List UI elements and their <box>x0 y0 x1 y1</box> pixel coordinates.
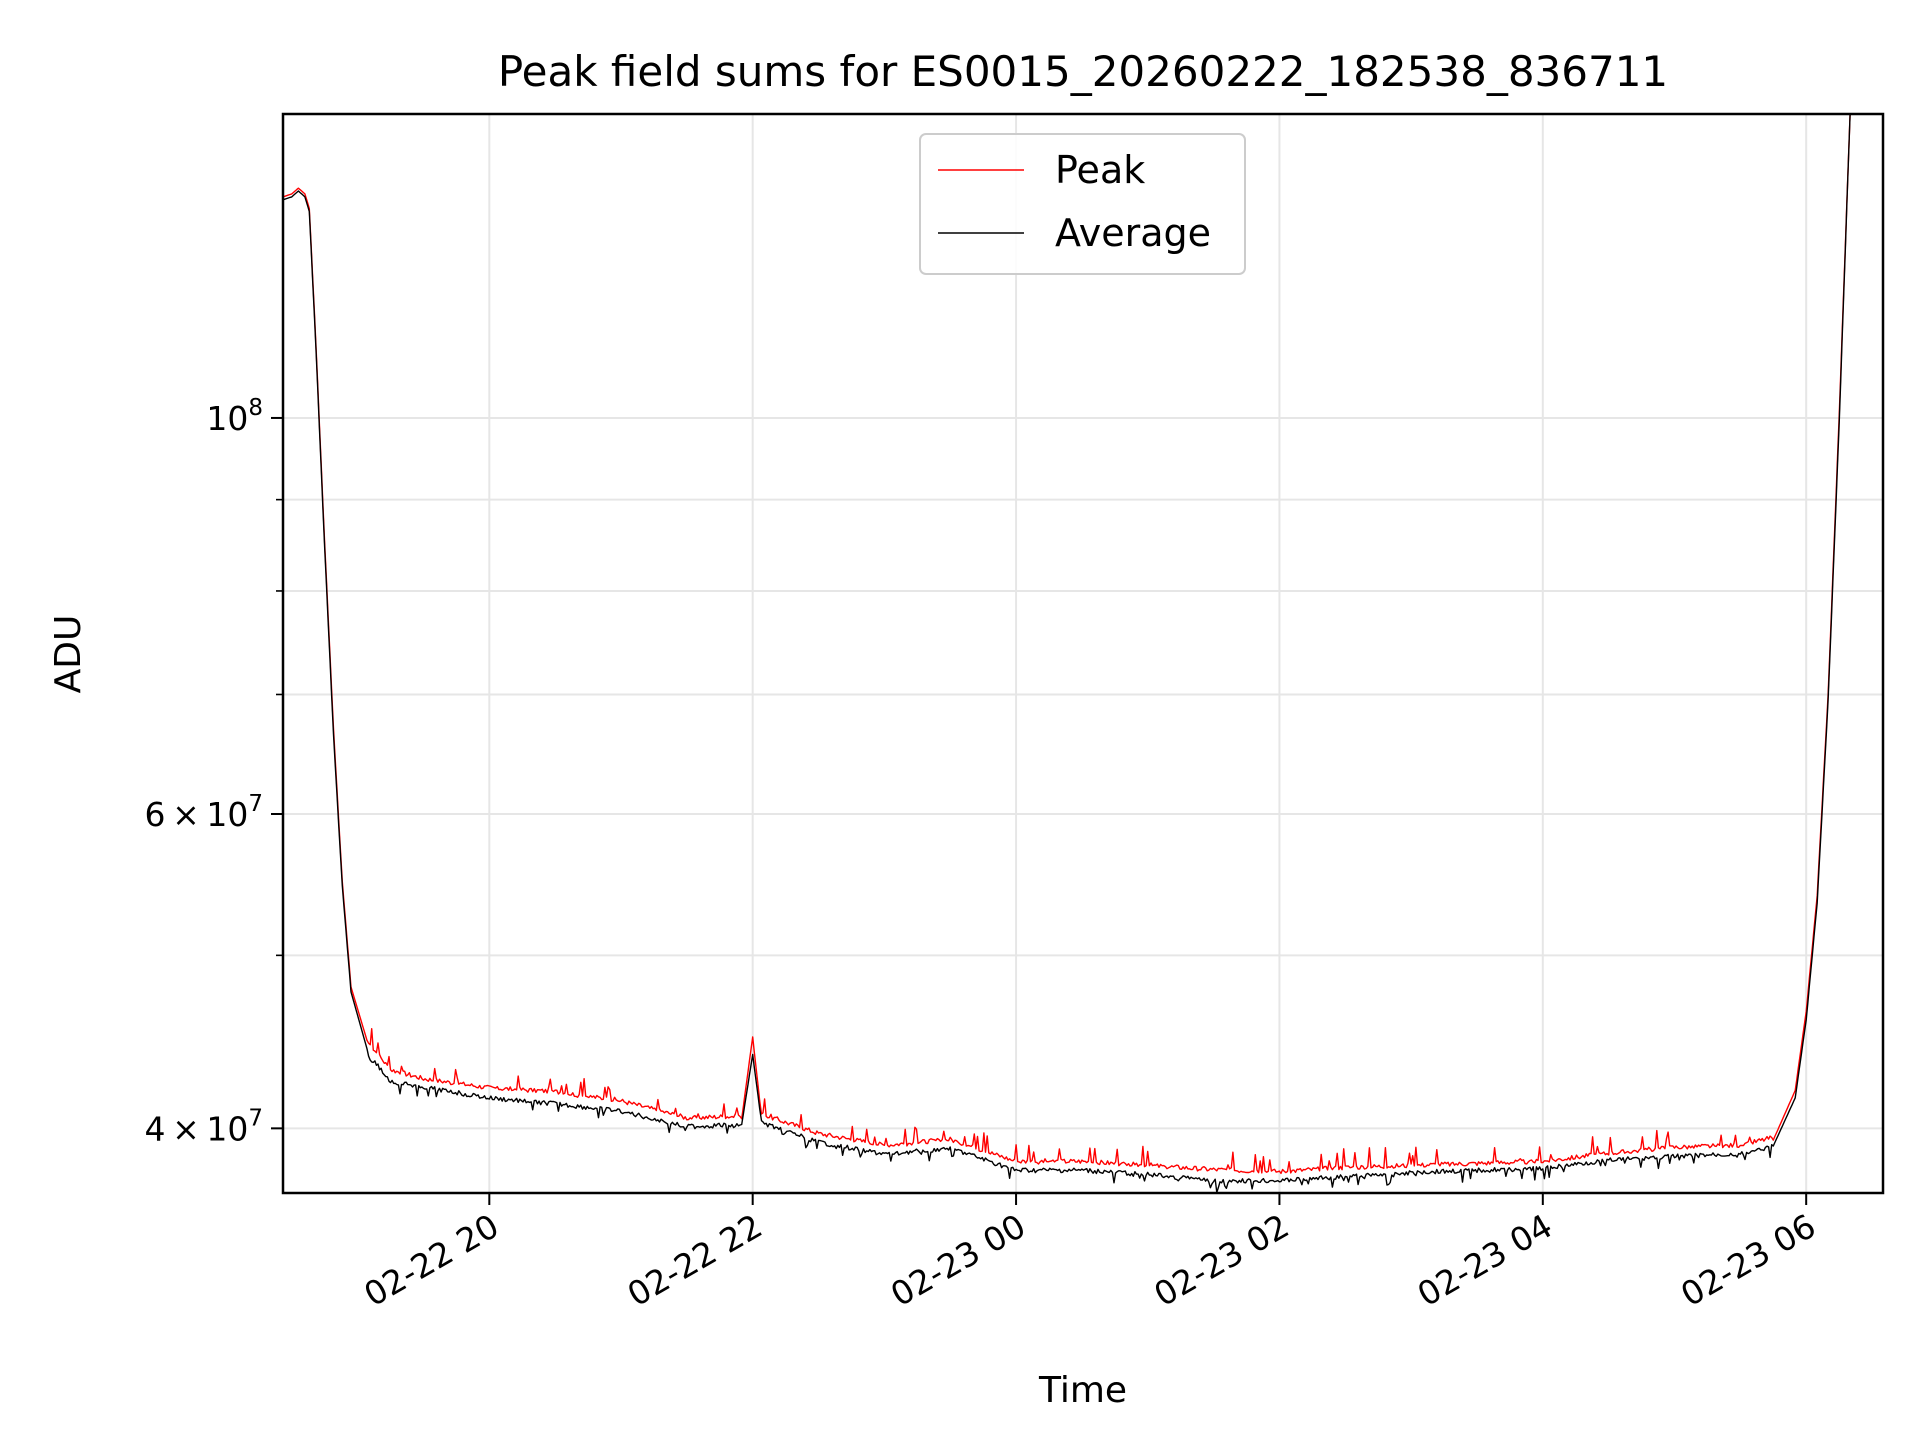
series-line-average <box>283 114 1851 1193</box>
grid <box>283 114 1883 1193</box>
y-tick-exponent: 8 <box>248 395 263 421</box>
chart-title: Peak field sums for ES0015_20260222_1825… <box>498 47 1668 96</box>
plot-frame <box>281 112 1885 1195</box>
y-tick-base: 4 <box>145 1109 166 1148</box>
series-layer <box>283 114 1851 1193</box>
y-axis: 4 × 107 6 × 107 108 <box>145 395 283 1148</box>
y-axis-label: ADU <box>48 615 89 694</box>
y-tick-exponent: 7 <box>248 791 263 817</box>
x-axis-label: Time <box>1038 1370 1127 1411</box>
legend-label-average: Average <box>1055 211 1211 255</box>
legend-box <box>919 133 1246 275</box>
y-tick-label: 108 <box>206 395 263 438</box>
y-tick-label: 4 × 107 <box>145 1105 263 1148</box>
y-tick-base: 6 <box>145 795 166 834</box>
series-line-peak <box>283 114 1851 1175</box>
legend-label-peak: Peak <box>1055 148 1145 192</box>
y-tick-exponent: 7 <box>248 1105 263 1131</box>
legend: Peak Average <box>919 133 1246 275</box>
y-tick-label: 6 × 107 <box>145 791 263 834</box>
